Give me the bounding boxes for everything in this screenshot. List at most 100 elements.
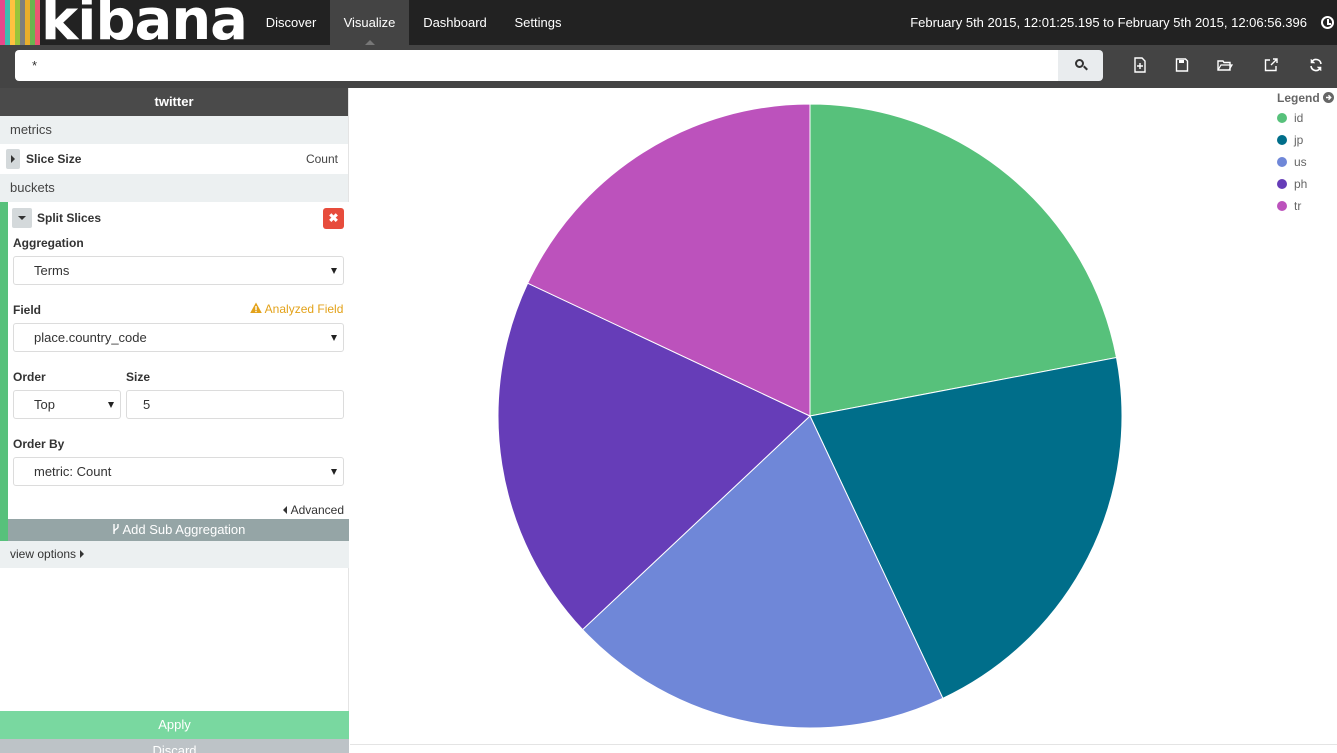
logo-color-bar <box>10 0 15 45</box>
caret-left-icon <box>282 506 287 514</box>
legend-color-dot <box>1277 201 1287 211</box>
logo-color-bar <box>25 0 30 45</box>
field-selected-value: place.country_code <box>34 330 147 345</box>
aggregation-selected-value: Terms <box>34 263 70 278</box>
metrics-section-header: metrics <box>0 116 348 144</box>
legend-items: id jp us ph tr <box>1277 107 1337 217</box>
caret-down-icon <box>18 216 26 220</box>
advanced-label: Advanced <box>290 503 344 517</box>
legend-label: us <box>1294 155 1307 169</box>
logo-color-bar <box>0 0 5 45</box>
logo-color-bar <box>30 0 35 45</box>
clock-icon[interactable] <box>1321 16 1334 29</box>
add-sub-aggregation-label: Add Sub Aggregation <box>122 522 246 537</box>
save-icon[interactable] <box>1175 57 1189 73</box>
pie-chart <box>497 103 1123 729</box>
split-slices-panel: Split Slices ✖ Aggregation Terms Field A… <box>0 202 349 541</box>
add-sub-aggregation-button[interactable]: Add Sub Aggregation <box>8 519 349 541</box>
caret-right-icon <box>11 155 15 163</box>
pie-slice-ph[interactable] <box>497 282 811 631</box>
dropdown-arrow-icon <box>331 268 337 274</box>
search-icon <box>1075 59 1084 68</box>
apply-button[interactable]: Apply <box>0 711 349 739</box>
dropdown-arrow-icon <box>331 335 337 341</box>
expand-toggle-button[interactable] <box>6 149 20 169</box>
tab-settings[interactable]: Settings <box>514 15 562 30</box>
pie-slice-id[interactable] <box>809 103 1118 417</box>
search-input[interactable] <box>15 50 1058 81</box>
vis-editor-sidebar: twitter metrics Slice Size Count buckets… <box>0 88 349 753</box>
aggregation-select[interactable]: Terms <box>13 256 344 285</box>
legend-item-us[interactable]: us <box>1277 151 1337 173</box>
logo-color-bar <box>15 0 20 45</box>
legend-color-dot <box>1277 179 1287 189</box>
view-options-label: view options <box>10 547 77 561</box>
size-value: 5 <box>143 397 151 412</box>
order-by-select[interactable]: metric: Count <box>13 457 344 486</box>
kibana-logo[interactable]: kibana <box>0 0 252 45</box>
advanced-toggle[interactable]: Advanced <box>282 503 344 517</box>
legend-label: tr <box>1294 199 1302 213</box>
legend-label: jp <box>1294 133 1304 147</box>
order-select[interactable]: Top <box>13 390 121 419</box>
legend-item-id[interactable]: id <box>1277 107 1337 129</box>
remove-agg-button[interactable]: ✖ <box>323 208 344 229</box>
new-visualization-icon[interactable] <box>1133 57 1147 73</box>
size-label: Size <box>126 370 151 384</box>
pie-slice-us[interactable] <box>581 415 944 729</box>
analyzed-field-warning: Analyzed Field <box>250 302 343 316</box>
order-by-label: Order By <box>13 437 65 451</box>
spy-panel-strip <box>350 744 1337 753</box>
legend-title: Legend <box>1277 91 1320 105</box>
time-range-picker[interactable]: February 5th 2015, 12:01:25.195 to Febru… <box>910 15 1307 30</box>
metric-agg-row[interactable]: Slice Size Count <box>0 144 348 174</box>
logo-color-bar <box>20 0 25 45</box>
size-input[interactable]: 5 <box>126 390 344 419</box>
branch-icon <box>112 524 119 534</box>
legend-toggle[interactable]: Legend <box>1277 90 1337 107</box>
legend-item-jp[interactable]: jp <box>1277 129 1337 151</box>
refresh-icon[interactable] <box>1309 57 1323 73</box>
tab-dashboard[interactable]: Dashboard <box>423 15 487 30</box>
field-select[interactable]: place.country_code <box>13 323 344 352</box>
legend-label: id <box>1294 111 1304 125</box>
legend-color-dot <box>1277 113 1287 123</box>
view-options-toggle[interactable]: view options <box>0 541 349 568</box>
top-navbar: kibana Discover Visualize Dashboard Sett… <box>0 0 1337 45</box>
dropdown-arrow-icon <box>108 402 114 408</box>
order-selected-value: Top <box>34 397 55 412</box>
discard-button[interactable]: Discard <box>0 739 349 753</box>
logo-text: kibana <box>41 0 248 45</box>
metric-agg-value: Count <box>305 152 338 166</box>
dropdown-arrow-icon <box>331 469 337 475</box>
open-icon[interactable] <box>1217 57 1233 73</box>
legend-color-dot <box>1277 135 1287 145</box>
logo-color-bar <box>35 0 40 45</box>
order-by-selected-value: metric: Count <box>34 464 112 479</box>
legend-item-ph[interactable]: ph <box>1277 173 1337 195</box>
tab-visualize[interactable]: Visualize <box>330 0 409 45</box>
search-button[interactable] <box>1058 50 1103 81</box>
logo-color-bar <box>5 0 10 45</box>
search-toolbar <box>0 45 1337 88</box>
order-label: Order <box>13 370 46 384</box>
index-pattern-title: twitter <box>0 88 348 116</box>
caret-right-icon <box>80 550 85 558</box>
tab-discover[interactable]: Discover <box>265 15 317 30</box>
share-icon[interactable] <box>1264 57 1278 73</box>
close-icon: ✖ <box>328 211 339 225</box>
legend: Legend id jp us ph tr <box>1277 90 1337 217</box>
collapse-toggle-button[interactable] <box>12 208 32 228</box>
analyzed-field-text: Analyzed Field <box>264 302 344 316</box>
split-slices-title: Split Slices <box>37 211 102 225</box>
field-label: Field <box>13 303 42 317</box>
legend-color-dot <box>1277 157 1287 167</box>
legend-item-tr[interactable]: tr <box>1277 195 1337 217</box>
metric-agg-title: Slice Size <box>26 152 82 166</box>
visualization-canvas: Legend id jp us ph tr <box>350 88 1337 753</box>
pie-slice-jp[interactable] <box>809 356 1123 699</box>
pie-slice-tr[interactable] <box>527 103 811 417</box>
arrow-circle-right-icon <box>1323 92 1335 103</box>
buckets-section-header: buckets <box>0 174 348 202</box>
aggregation-label: Aggregation <box>13 236 84 250</box>
